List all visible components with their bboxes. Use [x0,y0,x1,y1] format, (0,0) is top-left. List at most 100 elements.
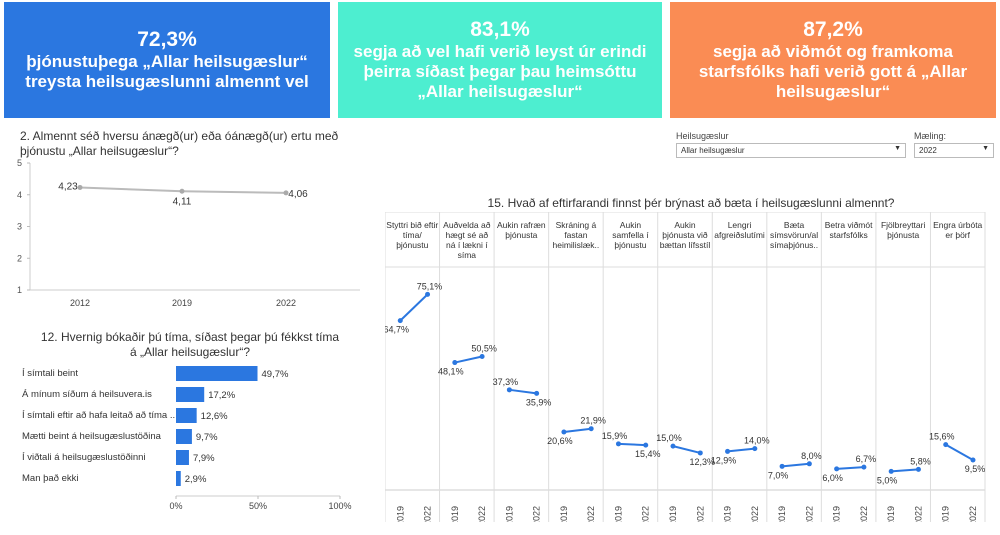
data-label-2022: 35,9% [526,397,552,407]
data-label-2022: 21,9% [580,416,606,426]
x-tick-label: 2022 [532,506,542,522]
bar-value-label: 17,2% [208,390,235,401]
data-point-2019 [725,448,731,454]
panel-header: Skráning á fastan heimilislæk.. [552,220,600,250]
x-tick-label: 2022 [477,506,487,522]
x-tick-label: 2012 [70,298,90,308]
data-label-2022: 8,0% [801,451,822,461]
x-tick-label: 2019 [832,506,842,522]
data-point-2019 [779,463,785,469]
data-point [77,184,83,190]
x-tick-label: 100% [328,501,351,511]
panel-header: Styttri bið eftir tíma/ þjónustu [386,220,439,250]
data-point-2019 [943,442,949,448]
data-point-2019 [888,468,894,474]
panel-header-label: Aukin þjónusta við bættan lífsstíl [659,220,711,250]
series-line [618,442,646,447]
chevron-down-icon: ▼ [894,145,901,152]
x-tick-label: 2022 [968,506,978,522]
data-point-2019 [561,429,567,435]
data-label-2019: 20,6% [547,436,573,446]
clinic-filter-label: Heilsugæslur [676,131,729,141]
series-line [945,443,974,461]
data-point-2019 [452,360,458,366]
bar-category-label: Man það ekki [22,473,79,484]
series-line [781,462,810,468]
data-label-2022: 9,5% [965,464,986,474]
data-label-2022: 14,0% [744,436,770,446]
panel-header: Lengri afgreiðslutími [714,220,765,240]
bar-value-label: 49,7% [262,369,289,380]
bar [176,387,205,402]
data-point [179,188,185,194]
data-label-2022: 6,7% [856,454,877,464]
measure-filter-dropdown[interactable]: 2022 ▼ [914,143,994,158]
bar-value-label: 12,6% [201,411,228,422]
clinic-filter-dropdown[interactable]: Allar heilsugæslur ▼ [676,143,906,158]
satisfaction-chart-title: 2. Almennt séð hversu ánægð(ur) eða óánæ… [20,129,339,158]
data-label-2022: 12,3% [690,457,716,467]
data-label-2022: 50,5% [471,343,497,353]
y-tick-label: 4 [17,190,22,200]
bar-category-label: Á mínum síðum á heilsuvera.is [22,389,152,400]
kpi-staff-text: segja að viðmót og framkoma starfsfólks … [698,42,968,101]
bar [176,408,197,423]
data-point-2022 [643,442,649,448]
series-line [563,427,592,433]
kpi-staff-value: 87,2% [803,18,863,41]
booking-bar-chart: Í símtali beint 49,7% Á mínum síðum á heil… [22,366,352,511]
data-point-2022 [697,450,703,456]
data-point-2019 [834,466,840,472]
data-label: 4,06 [288,189,308,200]
data-label: 4,11 [173,196,192,207]
y-tick-label: 1 [17,285,22,295]
data-point-2022 [806,461,812,467]
data-point-2022 [915,466,921,472]
kpi-resolved-value: 83,1% [470,18,530,41]
kpi-resolved-tile: 83,1% segja að vel hafi verið leyst úr e… [338,2,662,118]
data-point-2022 [861,464,867,470]
bar [176,471,181,486]
x-tick-label: 2019 [941,506,951,522]
data-point-2019 [506,387,512,393]
x-tick-label: 2019 [723,506,733,522]
x-tick-label: 2019 [504,506,514,522]
series-line [727,447,755,453]
data-label-2019: 7,0% [768,470,789,480]
kpi-trust-tile: 72,3% þjónustuþega „Allar heilsugæslur“ … [4,2,330,118]
x-tick-label: 2019 [668,506,678,522]
data-label-2019: 5,0% [877,475,898,485]
measure-filter-label: Mæling: [914,131,947,141]
data-label-2022: 15,4% [635,449,661,459]
series-line [399,293,429,322]
data-label-2019: 12,9% [711,455,737,465]
panel-header: Auðvelda að hægt sé að ná í lækni í síma [443,220,490,260]
panel-header-label: Styttri bið eftir tíma/ þjónustu [386,220,439,250]
measure-filter-value: 2022 [919,146,937,155]
x-tick-label: 2022 [276,298,296,308]
x-tick-label: 0% [169,501,182,511]
y-tick-label: 2 [17,253,22,263]
data-point [283,190,289,196]
improvement-panel-chart: Styttri bið eftir tíma/ þjónustu 64,7% 75,… [385,212,986,522]
bar [176,429,192,444]
bar [176,450,189,465]
data-label-2019: 15,0% [656,433,682,443]
data-point-2019 [670,443,676,449]
series-line [891,468,919,473]
data-label-2019: 48,1% [438,367,464,377]
panel-header: Betra viðmót starfsfólks [825,220,873,240]
kpi-trust-value: 72,3% [137,28,197,51]
x-tick-label: 2019 [172,298,192,308]
data-point-2022 [588,426,594,432]
data-point-2019 [615,441,621,447]
data-label: 4,23 [58,181,78,192]
bar-category-label: Í viðtali á heilsugæslustöðinni [22,452,146,463]
series-line [672,445,701,454]
panel-header-label: Skráning á fastan heimilislæk.. [552,220,600,250]
bar [176,366,258,381]
data-label-2019: 37,3% [493,377,519,387]
kpi-staff-tile: 87,2% segja að viðmót og framkoma starfs… [670,2,996,118]
series-line [509,388,537,395]
panel-header: Bæta símsvörun/al símaþjónus.. [770,220,818,250]
